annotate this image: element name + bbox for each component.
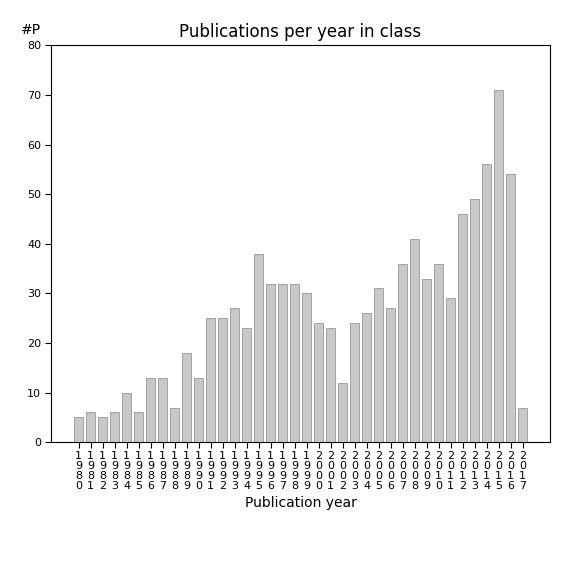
Bar bbox=[422, 278, 431, 442]
Bar bbox=[494, 90, 503, 442]
Bar bbox=[469, 199, 479, 442]
Bar bbox=[86, 413, 95, 442]
Bar bbox=[266, 284, 276, 442]
Bar bbox=[170, 408, 179, 442]
Bar bbox=[290, 284, 299, 442]
X-axis label: Publication year: Publication year bbox=[244, 496, 357, 510]
Bar bbox=[362, 313, 371, 442]
Bar bbox=[253, 254, 263, 442]
Bar bbox=[410, 239, 420, 442]
Bar bbox=[158, 378, 167, 442]
Bar bbox=[458, 214, 467, 442]
Bar bbox=[122, 393, 132, 442]
Bar bbox=[325, 328, 335, 442]
Bar bbox=[146, 378, 155, 442]
Bar bbox=[74, 417, 83, 442]
Y-axis label: #P: #P bbox=[21, 23, 41, 37]
Bar bbox=[434, 264, 443, 442]
Bar bbox=[98, 417, 107, 442]
Bar bbox=[446, 298, 455, 442]
Bar bbox=[518, 408, 527, 442]
Bar bbox=[314, 323, 323, 442]
Bar bbox=[506, 175, 515, 442]
Bar bbox=[181, 353, 191, 442]
Bar bbox=[218, 318, 227, 442]
Bar bbox=[206, 318, 215, 442]
Bar bbox=[397, 264, 407, 442]
Bar bbox=[230, 308, 239, 442]
Bar bbox=[386, 308, 395, 442]
Bar bbox=[482, 164, 492, 442]
Bar bbox=[350, 323, 359, 442]
Bar bbox=[109, 413, 119, 442]
Title: Publications per year in class: Publications per year in class bbox=[179, 23, 422, 41]
Bar bbox=[134, 413, 143, 442]
Bar bbox=[242, 328, 251, 442]
Bar bbox=[194, 378, 204, 442]
Bar bbox=[338, 383, 348, 442]
Bar bbox=[374, 289, 383, 442]
Bar bbox=[278, 284, 287, 442]
Bar bbox=[302, 294, 311, 442]
